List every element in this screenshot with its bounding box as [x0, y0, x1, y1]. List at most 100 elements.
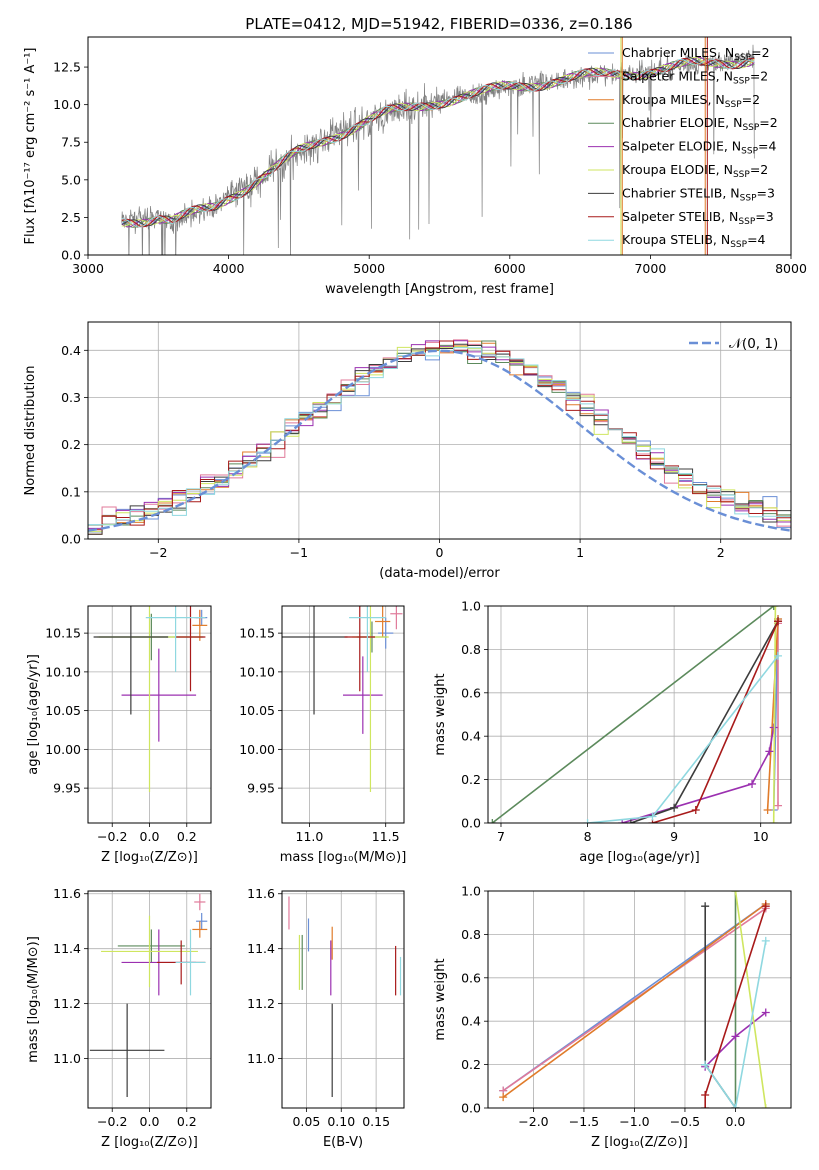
legend-entry-count: =3	[757, 185, 775, 200]
histogram-salpeter-stelib	[88, 340, 791, 539]
y-tick-label: 11.2	[53, 996, 81, 1011]
y-tick-label: 1.0	[461, 599, 481, 614]
y-tick-label: 11.4	[53, 941, 81, 956]
x-tick-label: 6000	[494, 261, 526, 276]
series-line-kroupa-miles	[766, 618, 779, 811]
x-tick-label: 7000	[634, 261, 666, 276]
series-line-chabrier-elodie	[491, 606, 775, 823]
y-tick-label: 0.4	[461, 729, 481, 744]
errorbar-kroupa-stelib	[349, 606, 386, 672]
plot-area	[121, 37, 755, 255]
x-tick-label: 4000	[213, 261, 245, 276]
legend-entry: Chabrier ELODIE, NSSP=2	[622, 115, 778, 133]
y-axis-label: age [log₁₀(age/yr)]	[26, 654, 41, 775]
figure-title: PLATE=0412, MJD=51942, FIBERID=0336, z=0…	[245, 15, 632, 33]
series-marker	[761, 1008, 770, 1017]
series-line-salpeter-elodie	[621, 727, 775, 823]
errorbar-kroupa-elodie	[101, 915, 198, 988]
y-tick-label: 0.8	[461, 642, 481, 657]
errorbar-salpeter-miles	[390, 606, 403, 630]
x-axis-label: age [log₁₀(age/yr)]	[579, 850, 700, 865]
panel-age_vs_Z: −0.2 0.0 0.2 9.95 10.00 10.05 10.10 10.15 Z [log…	[26, 605, 212, 865]
legend-entry-sub: SSP	[741, 147, 758, 157]
y-tick-label: 11.4	[247, 941, 275, 956]
y-tick-label: 2.5	[61, 210, 81, 225]
y-axis-label: mass weight	[433, 673, 448, 755]
errorbar-salpeter-elodie	[343, 656, 383, 734]
errorbar-chabrier-miles	[378, 617, 394, 649]
legend-entry-name: Salpeter ELODIE, N	[622, 139, 741, 154]
panel-age_vs_mass: 11.0 11.5 9.95 10.00 10.05 10.10 10.15 mass [lo…	[239, 605, 407, 865]
x-tick-label: 0.0	[140, 1114, 160, 1129]
y-tick-label: 11.0	[53, 1051, 81, 1066]
legend-entry-count: =3	[755, 209, 773, 224]
normal-distribution-curve	[88, 349, 791, 532]
errorbar-salpeter-stelib	[344, 606, 376, 692]
x-tick-label: 11.0	[296, 829, 324, 844]
series-marker	[670, 803, 679, 812]
y-tick-label: 12.5	[53, 60, 81, 75]
spectrum-data-line	[121, 44, 755, 255]
y-tick-label: 5.0	[61, 172, 81, 187]
x-tick-label: −1.0	[619, 1114, 649, 1129]
panel-spectrum: 3000 4000 5000 6000 7000 8000 0.0 2.5 5.0 7.5 10.0…	[23, 36, 807, 297]
legend-entry: Kroupa MILES, NSSP=2	[622, 92, 760, 110]
axes-frame	[281, 890, 405, 1109]
series-marker	[765, 747, 774, 756]
legend-entry-name: Salpeter STELIB, N	[622, 209, 738, 224]
model-line-kroupa-elodie	[121, 56, 755, 227]
y-tick-label: 11.6	[247, 886, 275, 901]
y-tick-label: 10.05	[45, 703, 81, 718]
series-marker	[488, 819, 497, 823]
y-tick-label: 10.15	[45, 626, 81, 641]
x-axis-label: Z [log₁₀(Z/Z⊙)]	[101, 850, 198, 865]
y-tick-label: 0.0	[61, 248, 81, 263]
series-marker	[583, 819, 592, 823]
y-tick-label: 1.0	[461, 884, 481, 899]
legend-entry: Chabrier MILES, NSSP=2	[622, 45, 770, 63]
y-tick-label: 0.0	[61, 532, 81, 547]
legend-entry-sub: SSP	[740, 193, 757, 203]
plot-area	[288, 896, 402, 1098]
series-marker	[701, 1060, 710, 1069]
legend-entry-sub: SSP	[734, 53, 751, 63]
model-line-chabrier-stelib	[121, 56, 755, 227]
legend-entry-sub: SSP	[733, 170, 750, 180]
y-tick-label: 11.6	[53, 886, 81, 901]
y-tick-label: 10.10	[239, 664, 275, 679]
legend-entry: Kroupa STELIB, NSSP=4	[622, 232, 766, 250]
y-tick-label: 0.4	[61, 343, 81, 358]
legend-entry-count: =2	[750, 162, 768, 177]
x-tick-label: 0	[436, 545, 444, 560]
series-marker	[771, 606, 780, 610]
series-marker	[731, 1032, 740, 1041]
errorbar-kroupa-miles	[192, 921, 208, 938]
x-tick-label: 5000	[353, 261, 385, 276]
errorbar-chabrier-miles	[196, 912, 208, 930]
x-tick-label: 1	[576, 545, 584, 560]
histogram-kroupa-stelib	[88, 347, 791, 539]
x-axis-label: mass [log₁₀(M/M⊙)]	[280, 850, 407, 865]
series-marker	[761, 1104, 770, 1108]
legend-entry-name: Chabrier MILES, N	[622, 45, 734, 60]
x-tick-label: 0.0	[726, 1114, 746, 1129]
x-axis-label: wavelength [Angstrom, rest frame]	[325, 282, 554, 297]
legend-entry: 𝒩(0, 1)	[729, 336, 778, 352]
y-tick-label: 9.95	[53, 781, 81, 796]
y-tick-label: 0.0	[461, 1101, 481, 1116]
y-tick-label: 10.00	[239, 742, 275, 757]
x-axis-label: (data-model)/error	[379, 566, 500, 581]
plot-area	[89, 893, 208, 1098]
legend-entry-sub: SSP	[742, 123, 759, 133]
x-tick-label: 0.05	[292, 1114, 320, 1129]
axes-frame	[487, 605, 792, 824]
y-tick-label: 10.0	[53, 97, 81, 112]
y-axis-label: Normed distribution	[23, 366, 38, 496]
panel-mass_vs_Z: −0.2 0.0 0.2 11.0 11.2 11.4 11.6 Z [log₁₀(Z/Z⊙)…	[26, 886, 212, 1150]
legend-entry-sub: SSP	[730, 240, 747, 250]
legend-entry-count: =4	[758, 139, 776, 154]
y-tick-label: 0.3	[61, 390, 81, 405]
y-axis-label: Flux [fλ10⁻¹⁷ erg cm⁻² s⁻¹ A⁻¹]	[23, 48, 38, 245]
y-axis-label: mass [log₁₀(M/M⊙)]	[26, 936, 41, 1063]
axes-frame	[87, 890, 212, 1109]
